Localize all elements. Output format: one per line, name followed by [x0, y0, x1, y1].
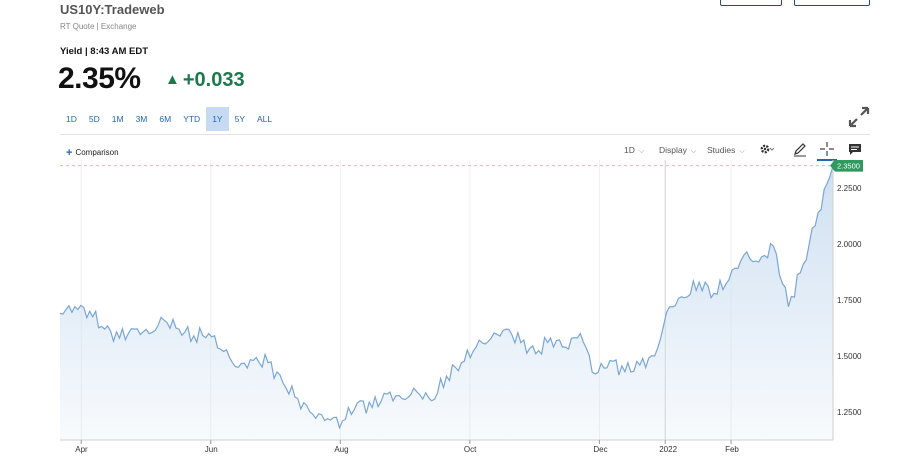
studies-label: Studies — [707, 145, 736, 155]
range-ytd[interactable]: YTD — [183, 114, 201, 124]
crosshair-icon[interactable] — [819, 141, 835, 157]
display-label: Display — [659, 145, 687, 155]
range-6m[interactable]: 6M — [159, 114, 172, 124]
crosshair-active-indicator — [817, 159, 837, 161]
x-tick-label: Aug — [334, 445, 348, 454]
x-tick-label: Feb — [725, 445, 739, 454]
symbol-title: US10Y:Tradeweb — [60, 2, 165, 17]
range-5y[interactable]: 5Y — [234, 114, 245, 124]
yield-timestamp: Yield | 8:43 AM EDT — [60, 46, 149, 57]
range-1y[interactable]: 1Y — [206, 107, 229, 131]
series-line — [59, 165, 834, 430]
gear-icon[interactable] — [758, 141, 774, 157]
range-5d[interactable]: 5D — [88, 114, 100, 124]
x-tick-label: Dec — [593, 445, 607, 454]
interval-label: 1D — [624, 145, 635, 155]
x-tick-label: Oct — [464, 445, 477, 454]
studies-dropdown[interactable]: Studies ⌵ — [707, 145, 745, 156]
current-yield: 2.35% — [58, 62, 141, 95]
plus-icon: + — [66, 147, 73, 159]
expand-icon[interactable] — [848, 106, 870, 128]
range-all[interactable]: ALL — [257, 114, 273, 124]
y-tick-label: 1.5000 — [837, 352, 862, 361]
yield-change-value: +0.033 — [182, 69, 245, 91]
up-arrow-icon: ▲ — [165, 71, 180, 88]
x-tick-label: Jun — [205, 445, 218, 454]
interval-dropdown[interactable]: 1D ⌵ — [624, 145, 644, 156]
time-range-selector: 1D 5D 1M 3M 6M YTD 1Y 5Y ALL — [60, 107, 278, 131]
chevron-down-icon: ⌵ — [690, 148, 697, 155]
toolbar-divider — [60, 134, 870, 135]
top-action-button-2[interactable] — [794, 0, 870, 6]
display-dropdown[interactable]: Display ⌵ — [659, 145, 696, 156]
y-tick-label: 1.7500 — [837, 296, 862, 305]
last-value-badge — [830, 160, 863, 172]
comparison-label: Comparison — [75, 148, 119, 157]
range-3m[interactable]: 3M — [135, 114, 148, 124]
range-1d[interactable]: 1D — [66, 114, 77, 124]
comment-icon[interactable] — [847, 141, 863, 157]
series-area — [60, 165, 833, 440]
comparison-button[interactable]: + Comparison — [66, 146, 119, 159]
x-tick-label: Apr — [75, 445, 88, 454]
y-tick-label: 2.2500 — [837, 184, 862, 193]
x-tick-label: 2022 — [659, 445, 677, 454]
top-action-button-1[interactable] — [720, 0, 782, 6]
pencil-icon[interactable] — [792, 141, 808, 157]
exchange-label: RT Quote | Exchange — [60, 22, 137, 31]
chevron-down-icon: ⌵ — [638, 148, 645, 155]
range-1m[interactable]: 1M — [111, 114, 124, 124]
y-tick-label: 2.0000 — [837, 240, 862, 249]
y-tick-label: 1.2500 — [837, 408, 862, 417]
chevron-down-icon: ⌵ — [739, 148, 745, 155]
yield-change: ▲ +0.033 — [165, 69, 245, 92]
yield-chart[interactable]: 2.2500 2.0000 1.7500 1.5000 1.2500 Apr Jun Aug O… — [0, 160, 900, 459]
last-value-label: 2.3500 — [837, 162, 860, 171]
